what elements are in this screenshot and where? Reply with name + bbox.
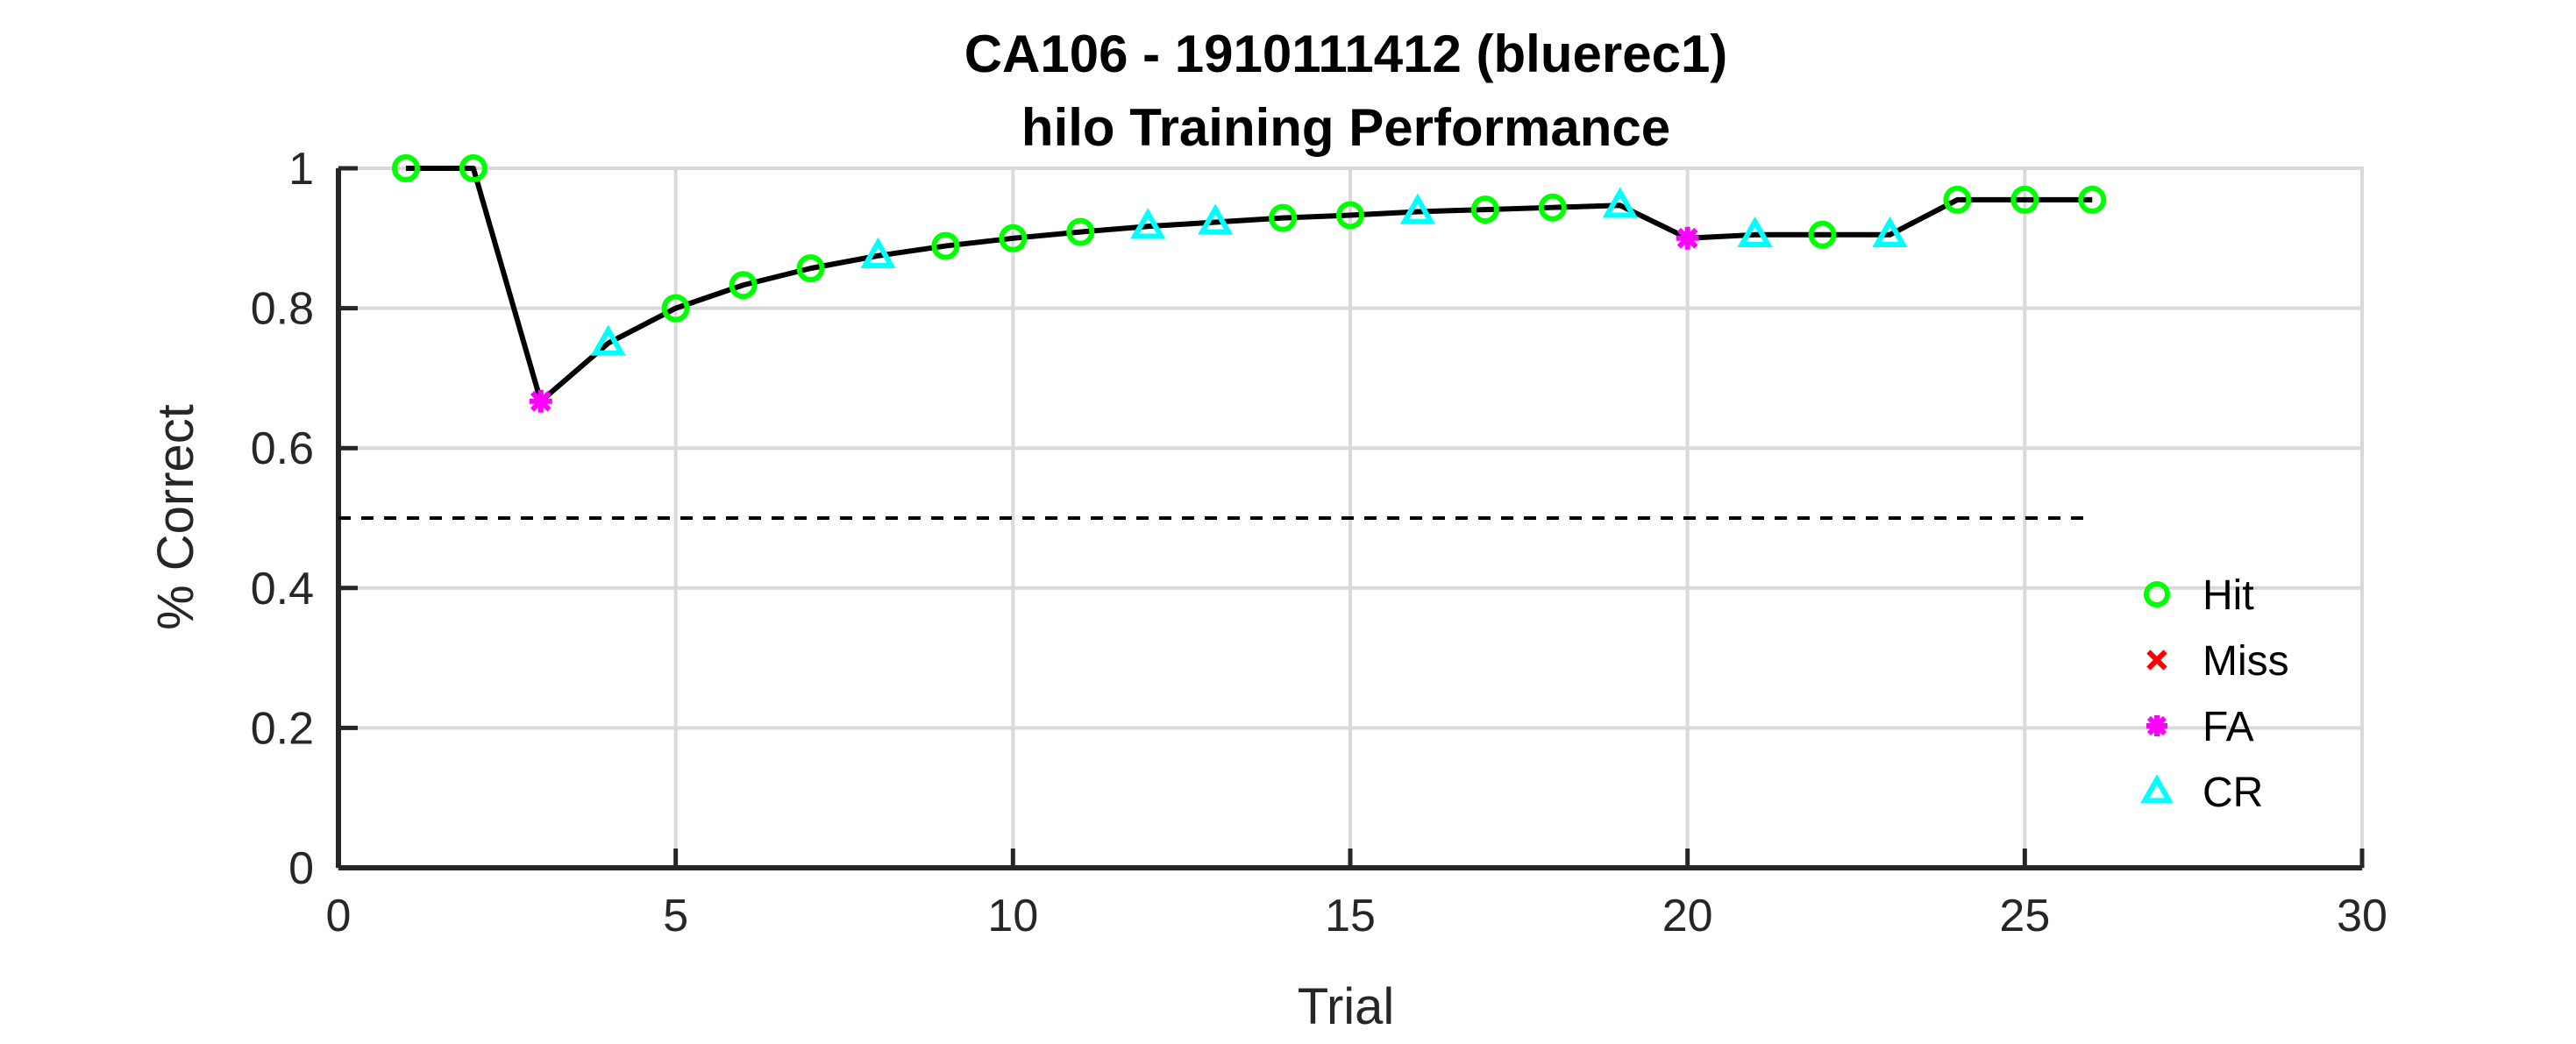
y-tick-label: 0 bbox=[288, 843, 314, 894]
data-point-cr bbox=[1872, 216, 1908, 248]
chart-title: CA106 - 1910111412 (bluerec1) bbox=[964, 25, 1728, 83]
y-tick-label: 1 bbox=[288, 144, 314, 195]
y-tick-label: 0.4 bbox=[251, 564, 314, 614]
grid bbox=[338, 168, 2362, 868]
data-point-cr bbox=[590, 324, 626, 356]
data-point-hit bbox=[931, 231, 960, 260]
x-tick-label: 25 bbox=[1999, 891, 2050, 941]
performance-line bbox=[405, 166, 2093, 404]
data-point-hit bbox=[2010, 185, 2039, 214]
data-point-cr bbox=[1399, 193, 1436, 224]
markers-layer bbox=[391, 154, 2107, 413]
legend-marker-cr bbox=[2140, 774, 2174, 804]
data-point-hit bbox=[1336, 201, 1364, 230]
data-point-cr bbox=[1198, 203, 1234, 235]
tick-labels: 0 5 10 15 20 25 30 0 0.2 0.4 0.6 0.8 1 bbox=[251, 144, 2387, 941]
data-point-fa bbox=[1676, 226, 1699, 250]
data-point-hit bbox=[1538, 193, 1567, 222]
data-point-hit bbox=[459, 154, 487, 182]
x-tick-label: 15 bbox=[1325, 891, 1376, 941]
data-point-cr bbox=[860, 237, 896, 268]
x-tick-label: 10 bbox=[987, 891, 1038, 941]
data-point-hit bbox=[1943, 185, 1972, 214]
y-tick-label: 0.2 bbox=[251, 703, 314, 754]
x-tick-label: 5 bbox=[663, 891, 688, 941]
legend: Hit Miss FA CR bbox=[2140, 572, 2289, 816]
y-tick-label: 0.8 bbox=[251, 284, 314, 335]
data-point-hit bbox=[1066, 217, 1095, 246]
legend-label-fa: FA bbox=[2202, 704, 2254, 750]
data-point-hit bbox=[999, 224, 1028, 252]
legend-marker-miss bbox=[2146, 650, 2167, 671]
data-point-fa bbox=[529, 389, 552, 413]
x-axis-label: Trial bbox=[1298, 978, 1395, 1035]
chart-subtitle: hilo Training Performance bbox=[1021, 98, 1670, 157]
x-tick-label: 20 bbox=[1662, 891, 1713, 941]
x-tick-label: 30 bbox=[2337, 891, 2387, 941]
x-tick-label: 0 bbox=[326, 891, 352, 941]
data-point-hit bbox=[796, 254, 825, 283]
data-point-cr bbox=[1130, 208, 1166, 239]
data-point-hit bbox=[661, 294, 690, 323]
data-point-hit bbox=[391, 154, 420, 182]
legend-label-hit: Hit bbox=[2202, 572, 2254, 619]
data-point-hit bbox=[729, 271, 758, 300]
data-point-hit bbox=[1269, 203, 1298, 232]
data-point-cr bbox=[1602, 187, 1638, 218]
series-line-layer bbox=[405, 166, 2093, 404]
data-point-hit bbox=[1470, 195, 1499, 224]
data-point-hit bbox=[1808, 220, 1837, 249]
data-point-hit bbox=[2078, 185, 2107, 214]
legend-label-miss: Miss bbox=[2202, 638, 2289, 685]
y-tick-label: 0.6 bbox=[251, 423, 314, 474]
legend-label-cr: CR bbox=[2202, 770, 2263, 816]
legend-marker-fa bbox=[2146, 715, 2167, 736]
data-point-cr bbox=[1737, 216, 1773, 248]
y-axis-label: % Correct bbox=[147, 404, 204, 630]
legend-marker-hit bbox=[2144, 581, 2170, 607]
